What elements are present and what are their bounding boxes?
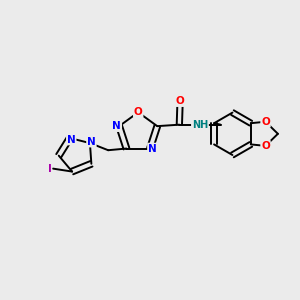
Text: N: N: [148, 143, 157, 154]
Text: O: O: [261, 117, 270, 127]
Text: O: O: [134, 107, 142, 117]
Text: NH: NH: [192, 120, 208, 130]
Text: N: N: [112, 121, 121, 131]
Text: O: O: [176, 96, 184, 106]
Text: I: I: [47, 164, 51, 174]
Text: N: N: [67, 134, 76, 145]
Text: N: N: [87, 136, 96, 147]
Text: O: O: [261, 141, 270, 151]
